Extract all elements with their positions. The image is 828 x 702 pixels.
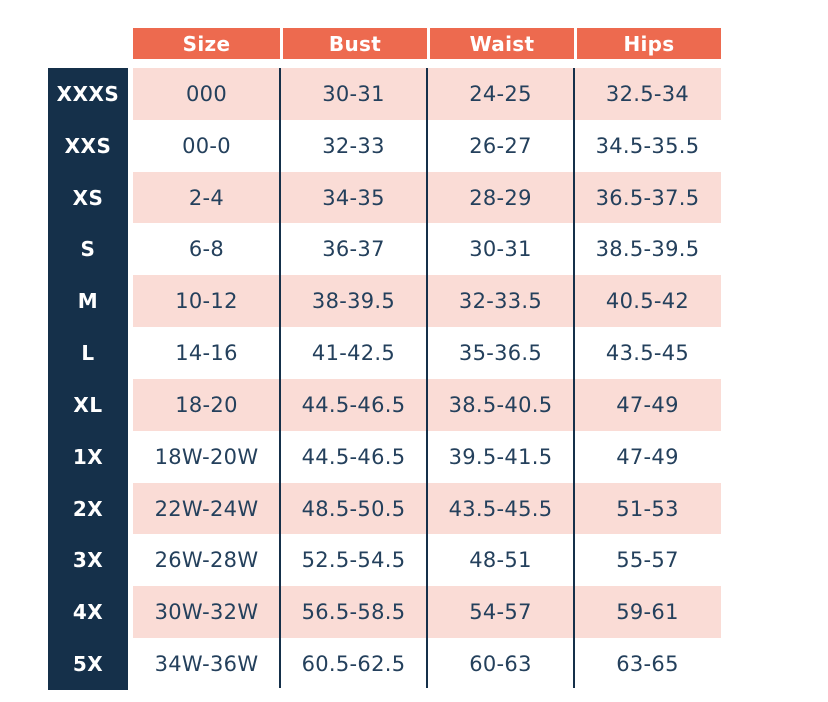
table-cell: 30W-32W	[154, 600, 259, 625]
table-cell: 32-33	[322, 133, 385, 158]
table-cell: 36.5-37.5	[595, 185, 700, 210]
table-cell: 54-57	[469, 600, 532, 625]
table-cell: 34.5-35.5	[595, 133, 700, 158]
table-cell: 32-33.5	[458, 289, 543, 314]
row-label-xs: XS	[72, 185, 104, 210]
column-divider	[573, 68, 575, 688]
table-cell: 47-49	[616, 444, 679, 469]
table-cell: 26-27	[469, 133, 532, 158]
table-cell: 35-36.5	[458, 341, 543, 366]
row-label-l: L	[81, 341, 95, 366]
table-cell: 30-31	[469, 237, 532, 262]
table-row: 2-4 34-35 28-29 36.5-37.5	[133, 171, 721, 224]
size-label-column: XXXS XXS XS S M L XL 1X 2X 3X 4X 5X	[48, 68, 128, 690]
table-cell: 32.5-34	[605, 81, 690, 106]
row-label-4x: 4X	[72, 600, 104, 625]
table-cell: 2-4	[188, 185, 225, 210]
header-cell-hips: Hips	[574, 28, 721, 59]
table-cell: 000	[186, 81, 227, 106]
table-cell: 44.5-46.5	[301, 444, 406, 469]
header-cell-size: Size	[133, 28, 280, 59]
row-label-s: S	[80, 237, 96, 262]
table-cell: 55-57	[616, 548, 679, 573]
table-cell: 39.5-41.5	[448, 444, 553, 469]
table-cell: 47-49	[616, 392, 679, 417]
table-cell: 14-16	[175, 341, 238, 366]
table-cell: 60-63	[469, 652, 532, 677]
table-cell: 38-39.5	[311, 289, 396, 314]
table-cell: 34-35	[322, 185, 385, 210]
table-cell: 6-8	[188, 237, 225, 262]
table-cell: 43.5-45	[605, 341, 690, 366]
table-cell: 56.5-58.5	[301, 600, 406, 625]
table-row: 26W-28W 52.5-54.5 48-51 55-57	[133, 534, 721, 587]
table-cell: 18W-20W	[154, 444, 259, 469]
table-cell: 48-51	[469, 548, 532, 573]
table-cell: 63-65	[616, 652, 679, 677]
row-label-xxxs: XXXS	[56, 81, 120, 106]
table-cell: 00-0	[182, 133, 231, 158]
column-divider	[279, 68, 281, 688]
table-cell: 26W-28W	[154, 548, 259, 573]
table-cell: 30-31	[322, 81, 385, 106]
table-cell: 43.5-45.5	[448, 496, 553, 521]
table-cell: 51-53	[616, 496, 679, 521]
column-divider	[426, 68, 428, 688]
table-cell: 38.5-40.5	[448, 392, 553, 417]
row-label-m: M	[77, 289, 99, 314]
table-cell: 10-12	[175, 289, 238, 314]
table-cell: 22W-24W	[154, 496, 259, 521]
row-label-xxs: XXS	[64, 133, 112, 158]
header-cell-bust: Bust	[280, 28, 427, 59]
table-cell: 41-42.5	[311, 341, 396, 366]
table-cell: 40.5-42	[605, 289, 690, 314]
table-cell: 60.5-62.5	[301, 652, 406, 677]
table-cell: 28-29	[469, 185, 532, 210]
table-cell: 44.5-46.5	[301, 392, 406, 417]
table-cell: 18-20	[175, 392, 238, 417]
table-cell: 38.5-39.5	[595, 237, 700, 262]
table-header-row: Size Bust Waist Hips	[133, 28, 721, 59]
row-label-1x: 1X	[72, 444, 104, 469]
table-cell: 48.5-50.5	[301, 496, 406, 521]
row-label-5x: 5X	[72, 652, 104, 677]
table-cell: 59-61	[616, 600, 679, 625]
row-label-3x: 3X	[72, 548, 104, 573]
table-cell: 36-37	[322, 237, 385, 262]
table-cell: 34W-36W	[154, 652, 259, 677]
header-cell-waist: Waist	[427, 28, 574, 59]
table-cell: 52.5-54.5	[301, 548, 406, 573]
row-label-2x: 2X	[72, 496, 104, 521]
row-label-xl: XL	[73, 392, 103, 417]
table-cell: 24-25	[469, 81, 532, 106]
